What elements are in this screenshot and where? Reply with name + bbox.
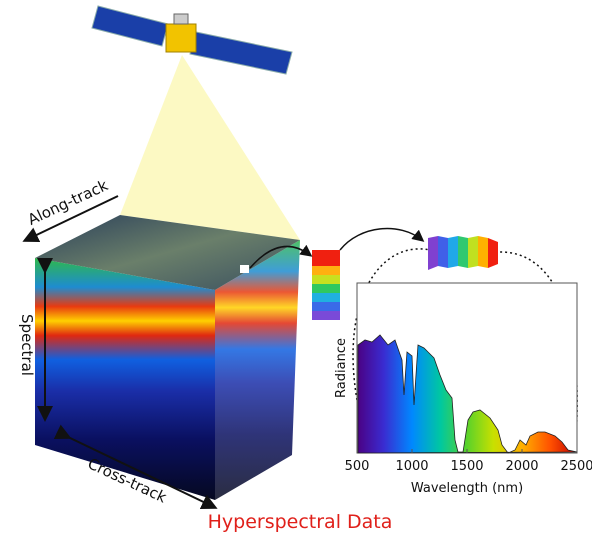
spectral-label: Spectral bbox=[18, 314, 36, 376]
cube-top bbox=[35, 215, 300, 290]
caption: Hyperspectral Data bbox=[208, 511, 393, 533]
pixel bbox=[240, 265, 249, 273]
band-fan bbox=[428, 236, 498, 270]
along-track-arrow bbox=[22, 195, 119, 243]
x-tick-label: 2000 bbox=[505, 459, 538, 474]
x-tick-label: 1500 bbox=[450, 459, 483, 474]
band-arrow bbox=[339, 227, 425, 251]
spectrum-plot: Radiance Wavelength (nm) 500 1000 1500 2000… bbox=[334, 282, 592, 496]
x-axis-label: Wavelength (nm) bbox=[411, 481, 523, 496]
x-tick-label: 2500 bbox=[560, 459, 592, 474]
x-tick-label: 1000 bbox=[395, 459, 428, 474]
x-tick-label: 500 bbox=[345, 459, 370, 474]
satellite bbox=[91, 5, 293, 75]
dotted-arc-left bbox=[352, 248, 431, 401]
band-stack bbox=[312, 250, 340, 320]
y-axis-label: Radiance bbox=[334, 338, 349, 398]
cube-side bbox=[215, 240, 300, 500]
dotted-arc-right bbox=[497, 251, 578, 453]
spectrum-curve bbox=[357, 334, 578, 454]
cross-track-arrow bbox=[53, 424, 218, 510]
sensor-beam bbox=[120, 55, 300, 240]
pixel-arrow bbox=[249, 244, 313, 269]
